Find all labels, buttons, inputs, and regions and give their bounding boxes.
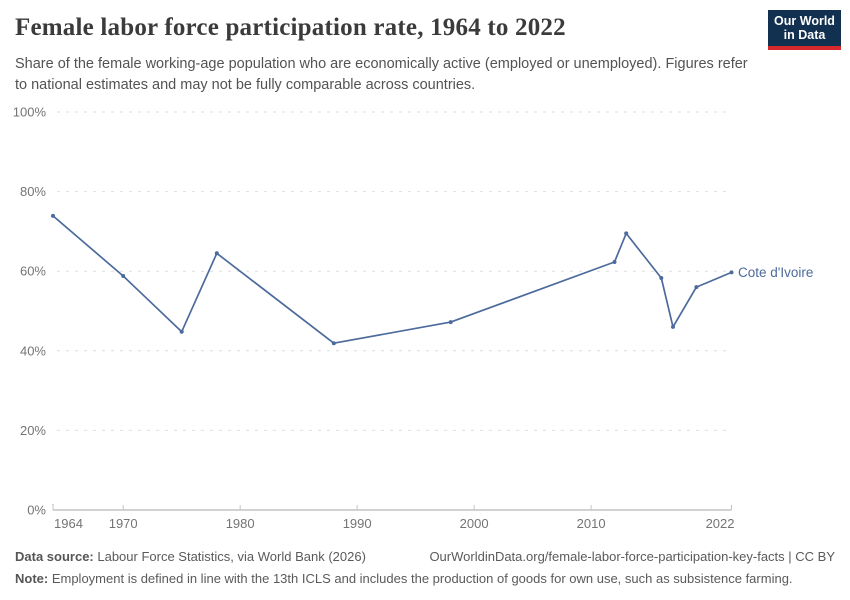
data-point-2012 bbox=[612, 260, 617, 264]
y-tick-label-40: 40% bbox=[20, 343, 46, 358]
x-tick-label-2010: 2010 bbox=[577, 516, 606, 531]
owid-logo: Our World in Data bbox=[768, 10, 841, 50]
chart-footer: Data source: Labour Force Statistics, vi… bbox=[15, 546, 835, 590]
y-tick-label-100: 100% bbox=[13, 105, 47, 120]
data-source-value: Labour Force Statistics, via World Bank … bbox=[93, 549, 366, 564]
data-point-1975 bbox=[179, 329, 184, 334]
x-tick-label-1970: 1970 bbox=[109, 516, 138, 531]
attribution-text: OurWorldinData.org/female-labor-force-pa… bbox=[429, 549, 835, 564]
series-end-label: Cote d'Ivoire bbox=[738, 265, 813, 280]
chart-line-Cote d'Ivoire bbox=[52, 215, 733, 345]
page-title: Female labor force participation rate, 1… bbox=[15, 14, 566, 41]
data-point-2016 bbox=[659, 276, 664, 280]
y-tick-label-20: 20% bbox=[20, 423, 46, 438]
data-source-label: Data source: bbox=[15, 549, 94, 564]
y-tick-label-80: 80% bbox=[20, 184, 46, 199]
data-point-1970 bbox=[121, 274, 126, 278]
data-point-1998 bbox=[448, 320, 453, 325]
data-source-text: Data source: Labour Force Statistics, vi… bbox=[15, 546, 366, 568]
x-tick-label-1990: 1990 bbox=[343, 516, 372, 531]
data-point-2019 bbox=[694, 285, 699, 290]
data-point-1964 bbox=[51, 213, 55, 218]
note-label: Note: bbox=[15, 571, 49, 586]
data-point-1978 bbox=[214, 251, 219, 256]
owid-logo-line1: Our World bbox=[774, 13, 835, 28]
footer-note-row: Note: Employment is defined in line with… bbox=[15, 568, 835, 590]
y-tick-label-0: 0% bbox=[27, 503, 46, 518]
note-value: Employment is defined in line with the 1… bbox=[48, 571, 793, 586]
data-point-1988 bbox=[331, 341, 336, 346]
x-tick-label-1964: 1964 bbox=[54, 516, 83, 531]
data-point-2017 bbox=[671, 324, 675, 329]
owid-logo-line2: in Data bbox=[783, 28, 826, 42]
footer-source-row: Data source: Labour Force Statistics, vi… bbox=[15, 546, 835, 568]
y-tick-label-60: 60% bbox=[20, 264, 46, 279]
x-tick-label-2000: 2000 bbox=[460, 516, 489, 531]
chart-subtitle: Share of the female working-age populati… bbox=[15, 56, 748, 93]
data-point-2022 bbox=[729, 270, 734, 275]
data-point-2013 bbox=[624, 231, 629, 236]
x-tick-label-2022: 2022 bbox=[706, 516, 735, 531]
x-tick-label-1980: 1980 bbox=[226, 516, 255, 531]
